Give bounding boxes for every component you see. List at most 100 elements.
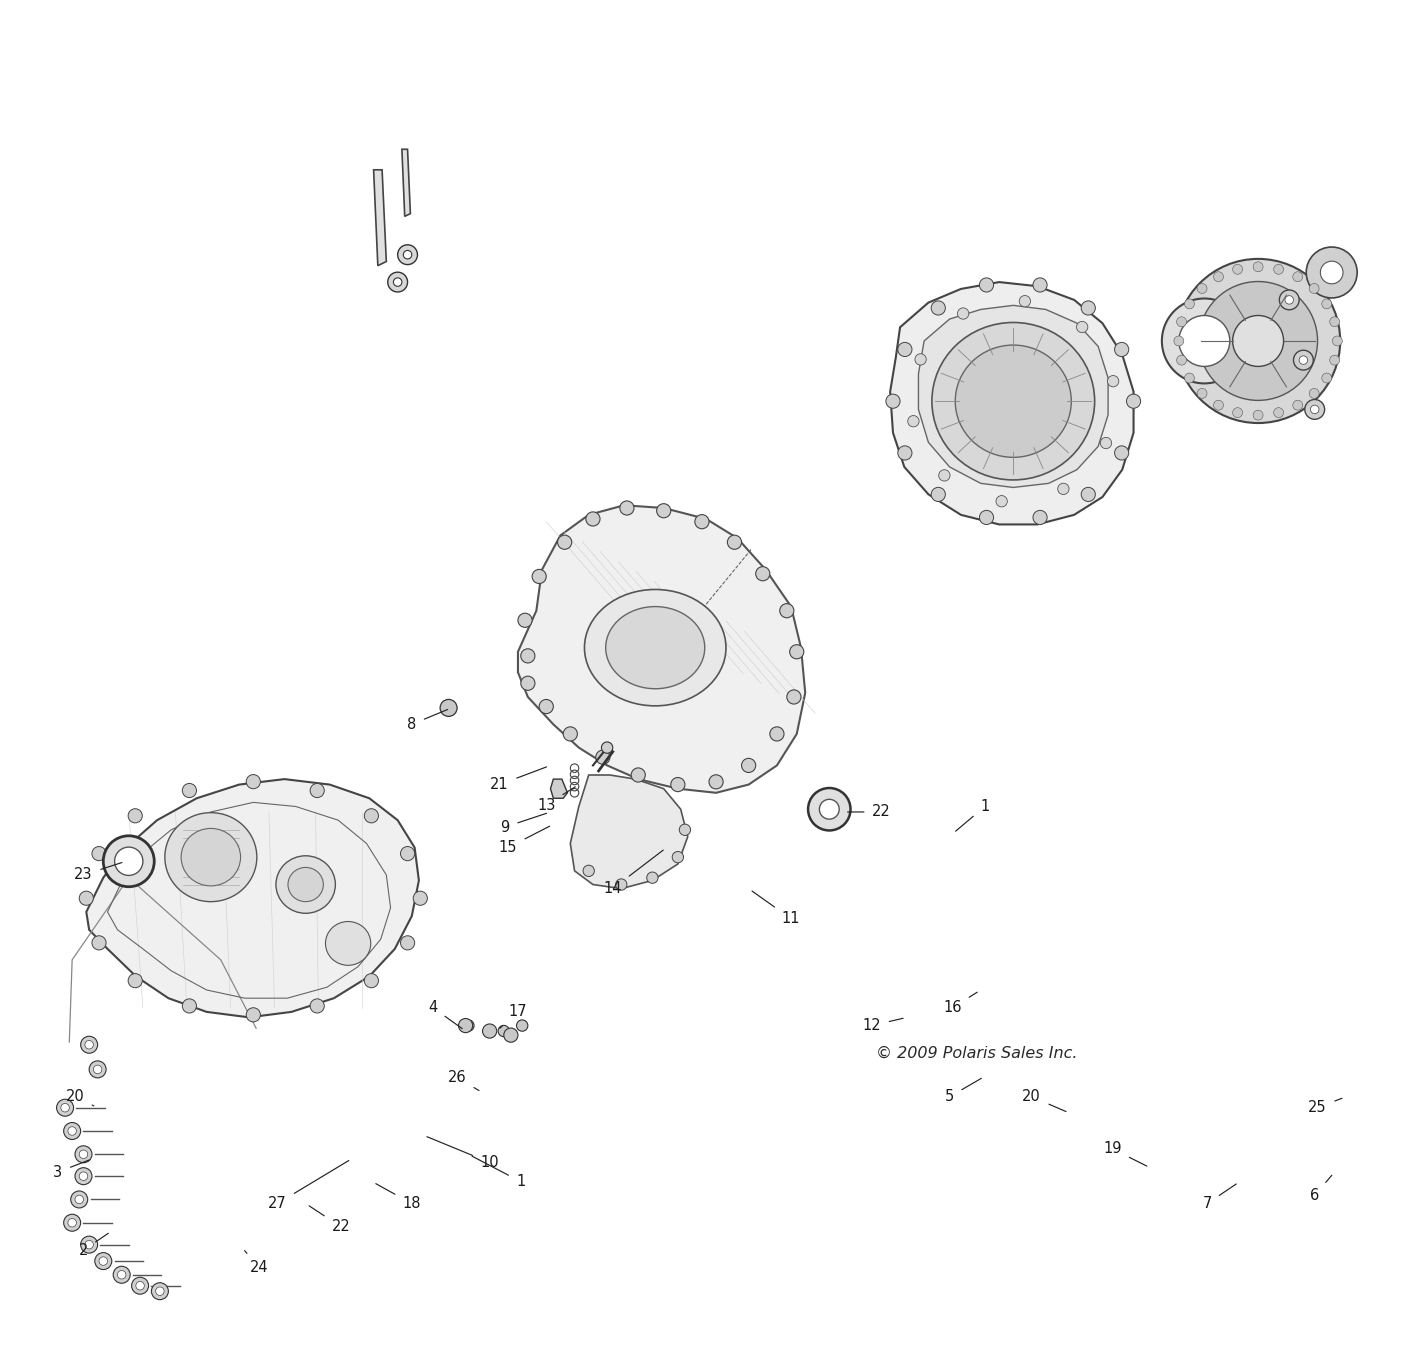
Text: 17: 17 bbox=[499, 1004, 527, 1028]
Circle shape bbox=[1273, 265, 1283, 274]
Text: 24: 24 bbox=[245, 1251, 268, 1276]
Circle shape bbox=[1020, 295, 1031, 307]
Circle shape bbox=[957, 307, 968, 320]
Polygon shape bbox=[518, 505, 805, 793]
Circle shape bbox=[1320, 261, 1343, 284]
Circle shape bbox=[1232, 407, 1242, 417]
Circle shape bbox=[1293, 272, 1303, 281]
Circle shape bbox=[115, 847, 143, 875]
Circle shape bbox=[503, 1028, 518, 1043]
Circle shape bbox=[808, 788, 851, 830]
Circle shape bbox=[1081, 487, 1095, 502]
Circle shape bbox=[886, 394, 900, 409]
Circle shape bbox=[727, 535, 742, 549]
Text: 21: 21 bbox=[491, 767, 546, 792]
Circle shape bbox=[1293, 350, 1313, 370]
Circle shape bbox=[85, 1240, 94, 1249]
Text: 9: 9 bbox=[501, 814, 546, 834]
Circle shape bbox=[787, 690, 801, 704]
Ellipse shape bbox=[605, 606, 705, 689]
Circle shape bbox=[1330, 355, 1340, 365]
Circle shape bbox=[85, 1040, 94, 1050]
Circle shape bbox=[1309, 284, 1319, 294]
Text: 14: 14 bbox=[604, 851, 664, 896]
Circle shape bbox=[364, 974, 379, 988]
Circle shape bbox=[932, 487, 946, 502]
Circle shape bbox=[81, 1236, 98, 1253]
Circle shape bbox=[516, 1019, 527, 1032]
Circle shape bbox=[89, 1061, 106, 1078]
Circle shape bbox=[1254, 262, 1263, 272]
Circle shape bbox=[1115, 343, 1129, 357]
Ellipse shape bbox=[164, 812, 257, 901]
Circle shape bbox=[311, 783, 325, 797]
Polygon shape bbox=[86, 779, 418, 1018]
Circle shape bbox=[458, 1018, 472, 1033]
Circle shape bbox=[1232, 265, 1242, 274]
Circle shape bbox=[183, 999, 197, 1013]
Circle shape bbox=[980, 510, 994, 524]
Circle shape bbox=[1330, 317, 1340, 327]
Circle shape bbox=[1306, 247, 1357, 298]
Circle shape bbox=[95, 1253, 112, 1269]
Circle shape bbox=[71, 1191, 88, 1207]
Circle shape bbox=[1032, 279, 1046, 292]
Circle shape bbox=[1309, 388, 1319, 398]
Circle shape bbox=[820, 800, 839, 819]
Circle shape bbox=[695, 514, 709, 528]
Circle shape bbox=[75, 1195, 84, 1203]
Circle shape bbox=[1232, 316, 1283, 366]
Circle shape bbox=[1322, 373, 1332, 383]
Circle shape bbox=[908, 416, 919, 427]
Circle shape bbox=[79, 1150, 88, 1158]
Text: 8: 8 bbox=[407, 709, 448, 731]
Text: 19: 19 bbox=[1103, 1142, 1147, 1166]
Circle shape bbox=[520, 649, 535, 663]
Text: 23: 23 bbox=[74, 863, 122, 882]
Circle shape bbox=[742, 759, 756, 772]
Circle shape bbox=[671, 778, 685, 792]
Circle shape bbox=[647, 873, 658, 884]
Circle shape bbox=[1279, 289, 1299, 310]
Text: 1: 1 bbox=[472, 1157, 526, 1190]
Circle shape bbox=[1214, 272, 1224, 281]
Circle shape bbox=[1126, 394, 1140, 409]
Circle shape bbox=[118, 1270, 126, 1279]
Polygon shape bbox=[570, 775, 688, 889]
Circle shape bbox=[79, 892, 94, 906]
Circle shape bbox=[1115, 446, 1129, 460]
Circle shape bbox=[1214, 401, 1224, 410]
Circle shape bbox=[583, 866, 594, 877]
Circle shape bbox=[601, 742, 613, 753]
Circle shape bbox=[1177, 317, 1187, 327]
Circle shape bbox=[104, 836, 155, 886]
Circle shape bbox=[128, 974, 142, 988]
Text: 1: 1 bbox=[956, 799, 990, 831]
Circle shape bbox=[995, 495, 1007, 506]
Circle shape bbox=[1299, 355, 1307, 365]
Text: 12: 12 bbox=[862, 1018, 903, 1033]
Circle shape bbox=[518, 613, 532, 627]
Circle shape bbox=[780, 604, 794, 617]
Circle shape bbox=[92, 847, 106, 860]
Circle shape bbox=[1293, 401, 1303, 410]
Text: 16: 16 bbox=[943, 992, 977, 1015]
Circle shape bbox=[709, 775, 723, 789]
Circle shape bbox=[68, 1126, 77, 1135]
Ellipse shape bbox=[326, 922, 370, 966]
Circle shape bbox=[586, 512, 600, 525]
Polygon shape bbox=[373, 170, 386, 266]
Circle shape bbox=[539, 700, 553, 713]
Circle shape bbox=[440, 700, 457, 716]
Polygon shape bbox=[550, 779, 567, 799]
Circle shape bbox=[136, 1281, 145, 1290]
Circle shape bbox=[397, 244, 417, 265]
Circle shape bbox=[68, 1218, 77, 1227]
Circle shape bbox=[92, 936, 106, 949]
Ellipse shape bbox=[288, 867, 323, 901]
Circle shape bbox=[413, 892, 427, 906]
Circle shape bbox=[980, 279, 994, 292]
Circle shape bbox=[939, 469, 950, 482]
Circle shape bbox=[672, 852, 683, 863]
Circle shape bbox=[1184, 299, 1194, 309]
